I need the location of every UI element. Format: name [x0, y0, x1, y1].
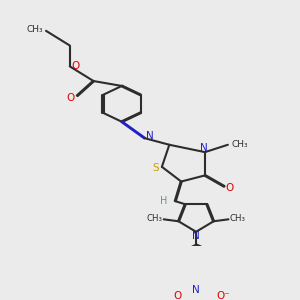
Text: N: N [192, 231, 200, 241]
Text: CH₃: CH₃ [230, 214, 246, 223]
Text: O: O [173, 292, 181, 300]
Text: N: N [192, 285, 200, 295]
Text: S: S [152, 163, 159, 173]
Text: CH₃: CH₃ [26, 25, 43, 34]
Text: O: O [72, 61, 80, 71]
Text: O⁻: O⁻ [216, 292, 230, 300]
Text: CH₃: CH₃ [231, 140, 248, 149]
Text: CH₃: CH₃ [146, 214, 162, 223]
Text: N: N [146, 131, 154, 141]
Text: O: O [67, 93, 75, 103]
Text: H: H [160, 196, 168, 206]
Text: N: N [200, 143, 207, 153]
Text: O: O [226, 183, 234, 193]
